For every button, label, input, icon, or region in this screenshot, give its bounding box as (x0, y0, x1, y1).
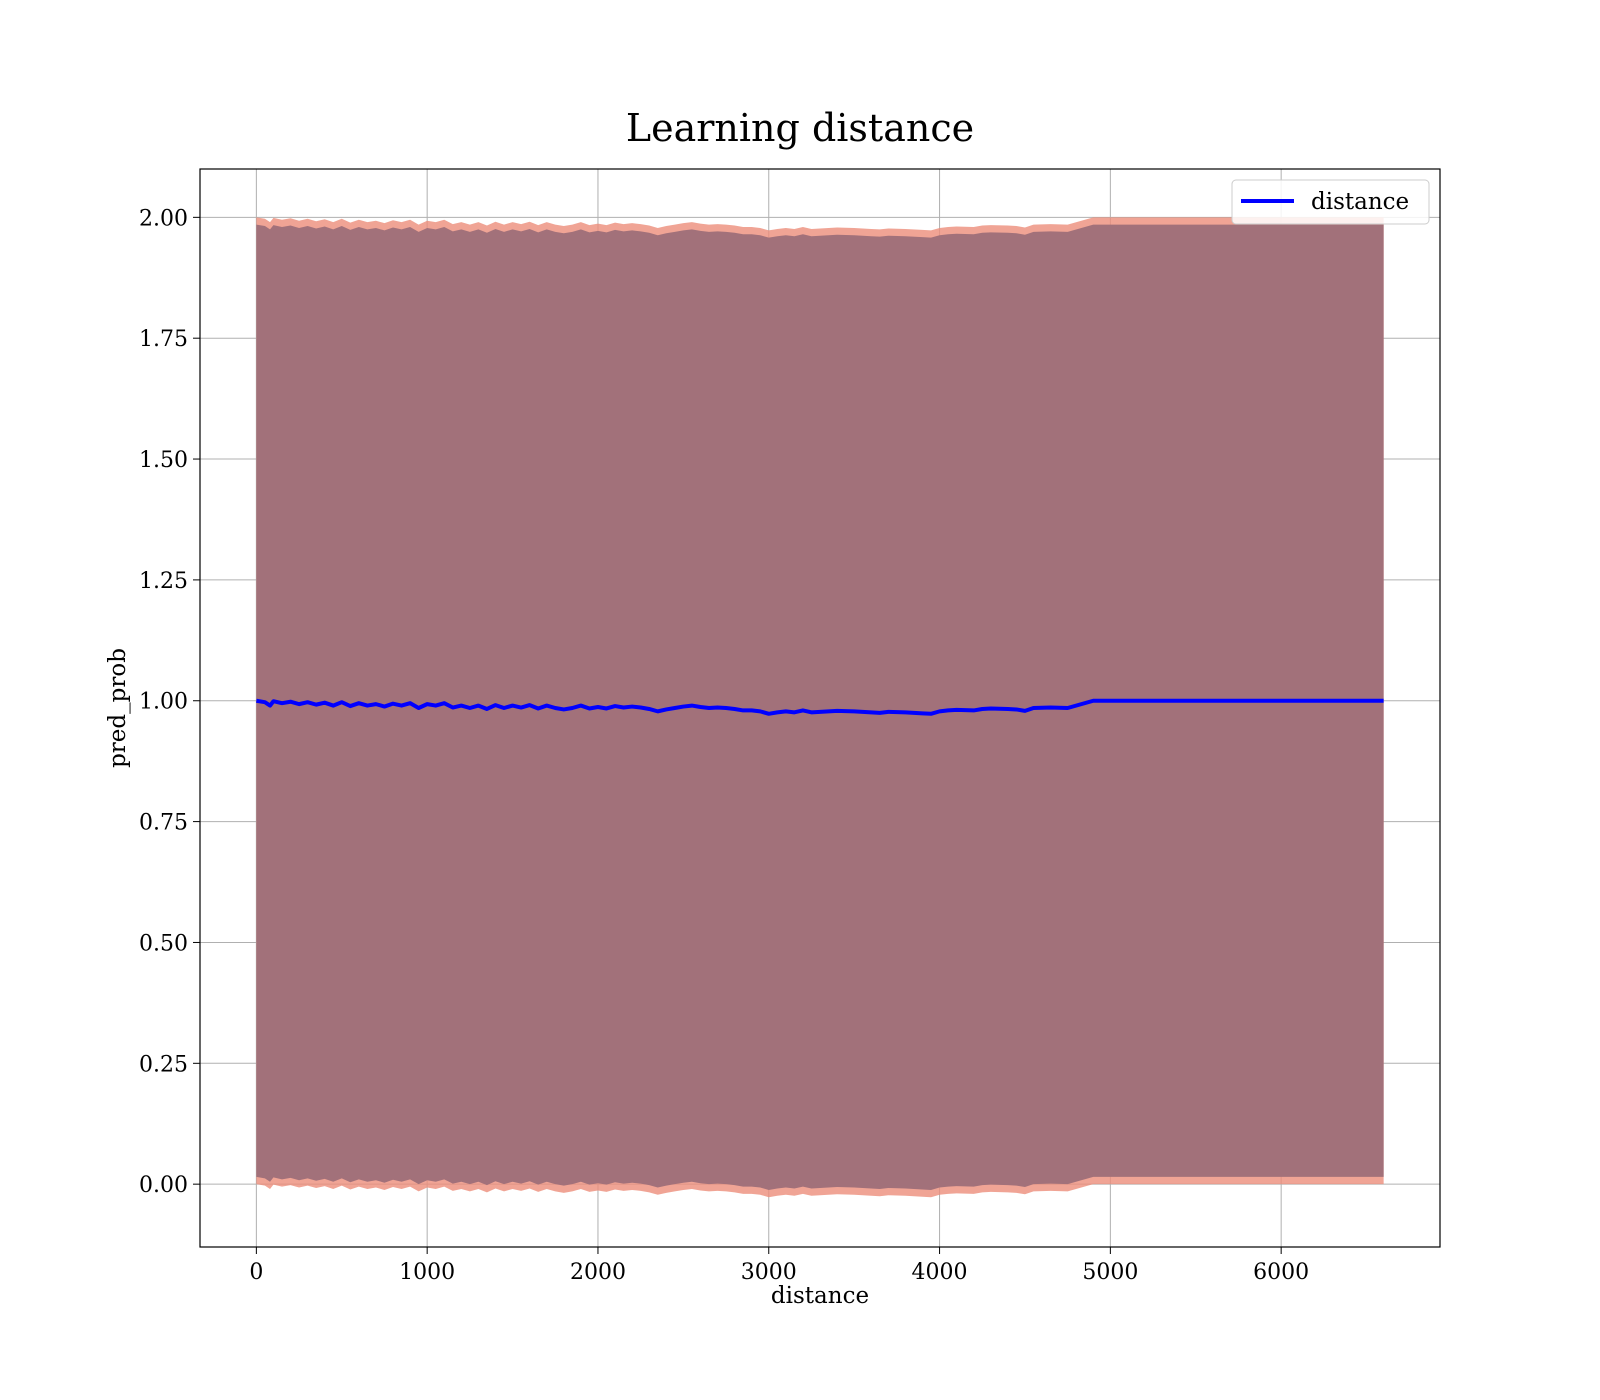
series-line-distance (256, 698, 1384, 716)
x-tick-label: 4000 (912, 1260, 968, 1285)
x-axis-label: distance (771, 1283, 869, 1309)
series-lines (256, 698, 1384, 716)
y-tick-label: 2.00 (139, 206, 188, 231)
x-tick-label: 2000 (570, 1260, 626, 1285)
x-tick-label: 1000 (399, 1260, 455, 1285)
chart-title: Learning distance (626, 106, 974, 150)
x-tick-label: 6000 (1253, 1260, 1309, 1285)
y-tick-label: 1.00 (139, 690, 188, 715)
confidence-band (256, 217, 1384, 1198)
y-tick-label: 0.75 (139, 811, 188, 836)
y-tick-label: 0.50 (139, 931, 188, 956)
y-axis-label: pred_prob (105, 648, 131, 768)
plot-frame (199, 168, 1441, 1248)
y-tick-label: 1.75 (139, 327, 188, 352)
legend-label-distance: distance (1311, 189, 1409, 215)
y-tick-label: 0.25 (139, 1052, 188, 1077)
x-tick-label: 3000 (741, 1260, 797, 1285)
y-axis-ticks: 0.00 0.25 0.50 0.75 1.00 1.25 1.50 1.75 2.00 (139, 206, 200, 1198)
x-tick-label: 0 (249, 1260, 263, 1285)
y-tick-label: 0.00 (139, 1173, 188, 1198)
legend-box (1231, 179, 1430, 225)
x-axis-ticks: 0 1000 2000 3000 4000 5000 6000 (249, 1247, 1309, 1285)
inner-band (256, 224, 1384, 1190)
y-tick-label: 1.50 (139, 448, 188, 473)
legend: distance (1231, 179, 1430, 225)
x-tick-label: 5000 (1082, 1260, 1138, 1285)
y-tick-label: 1.25 (139, 569, 188, 594)
